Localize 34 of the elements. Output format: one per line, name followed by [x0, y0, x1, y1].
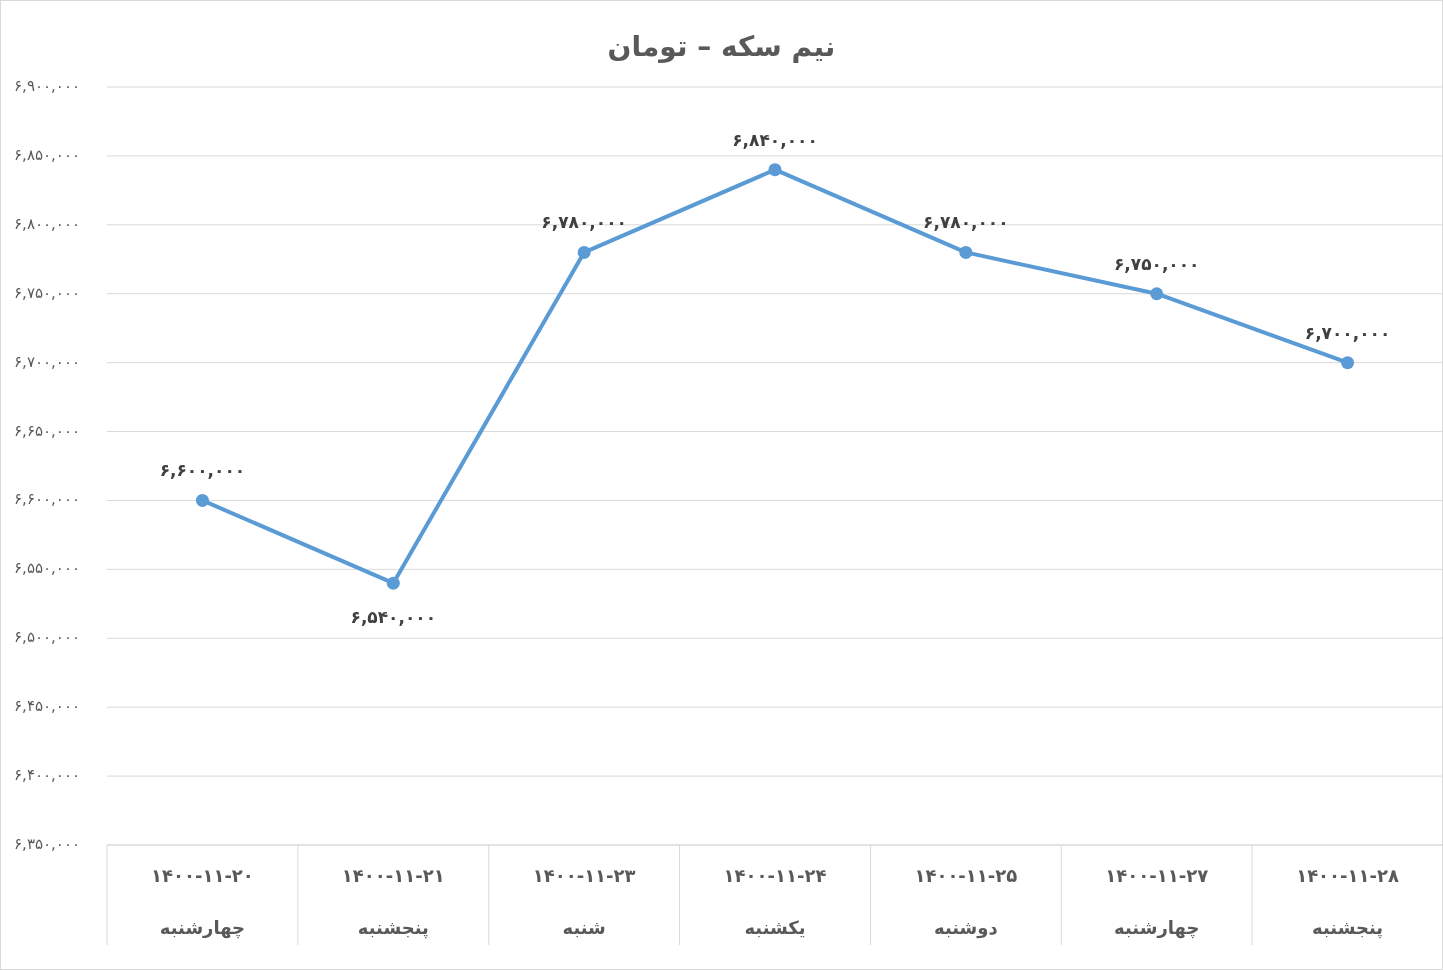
point [959, 245, 973, 259]
y-tick-label: ۶,۵۰۰,۰۰۰ [14, 628, 80, 647]
chart-title: نیم سکه – تومان [607, 30, 836, 63]
category-label: ۱۴۰۰-۱۱-۲۵ دوشنبه [914, 865, 1018, 938]
data-label: ۶,۷۸۰,۰۰۰ [923, 212, 1009, 233]
data-label: ۶,۵۴۰,۰۰۰ [350, 607, 437, 628]
y-tick-label: ۶,۳۵۰,۰۰۰ [14, 835, 80, 853]
point [1150, 287, 1164, 301]
point [768, 163, 782, 177]
y-tick-label: ۶,۵۵۰,۰۰۰ [14, 559, 80, 578]
y-tick-label: ۶,۷۵۰,۰۰۰ [14, 283, 80, 302]
point [577, 245, 591, 259]
data-label: ۶,۷۰۰,۰۰۰ [1304, 322, 1391, 343]
y-tick-label: ۶,۷۰۰,۰۰۰ [14, 352, 80, 371]
category-label: ۱۴۰۰-۱۱-۲۰ چهارشنبه [151, 865, 254, 938]
point [1341, 356, 1355, 370]
category-label: ۱۴۰۰-۱۱-۲۸ پنجشنبه [1296, 865, 1399, 938]
point [386, 576, 400, 590]
data-label: ۶,۸۴۰,۰۰۰ [732, 129, 818, 150]
data-label: ۶,۷۵۰,۰۰۰ [1113, 253, 1200, 274]
y-tick-label: ۶,۴۰۰,۰۰۰ [14, 766, 80, 785]
y-tick-label: ۶,۶۵۰,۰۰۰ [14, 421, 80, 440]
y-tick-label: ۶,۴۵۰,۰۰۰ [14, 697, 80, 716]
data-label: ۶,۷۸۰,۰۰۰ [541, 212, 627, 233]
category-label: ۱۴۰۰-۱۱-۲۱ پنجشنبه [341, 865, 445, 938]
y-tick-label: ۶,۸۰۰,۰۰۰ [14, 214, 80, 233]
category-label: ۱۴۰۰-۱۱-۲۳ شنبه [532, 865, 636, 938]
category-label: ۱۴۰۰-۱۱-۲۴ یکشنبه [723, 865, 827, 938]
category-label: ۱۴۰۰-۱۱-۲۷ چهارشنبه [1105, 865, 1209, 938]
point [195, 493, 209, 507]
y-tick-label: ۶,۶۰۰,۰۰۰ [14, 490, 80, 509]
data-label: ۶,۶۰۰,۰۰۰ [159, 460, 246, 481]
y-tick-label: ۶,۸۵۰,۰۰۰ [14, 145, 80, 164]
y-tick-label: ۶,۹۰۰,۰۰۰ [14, 77, 80, 95]
